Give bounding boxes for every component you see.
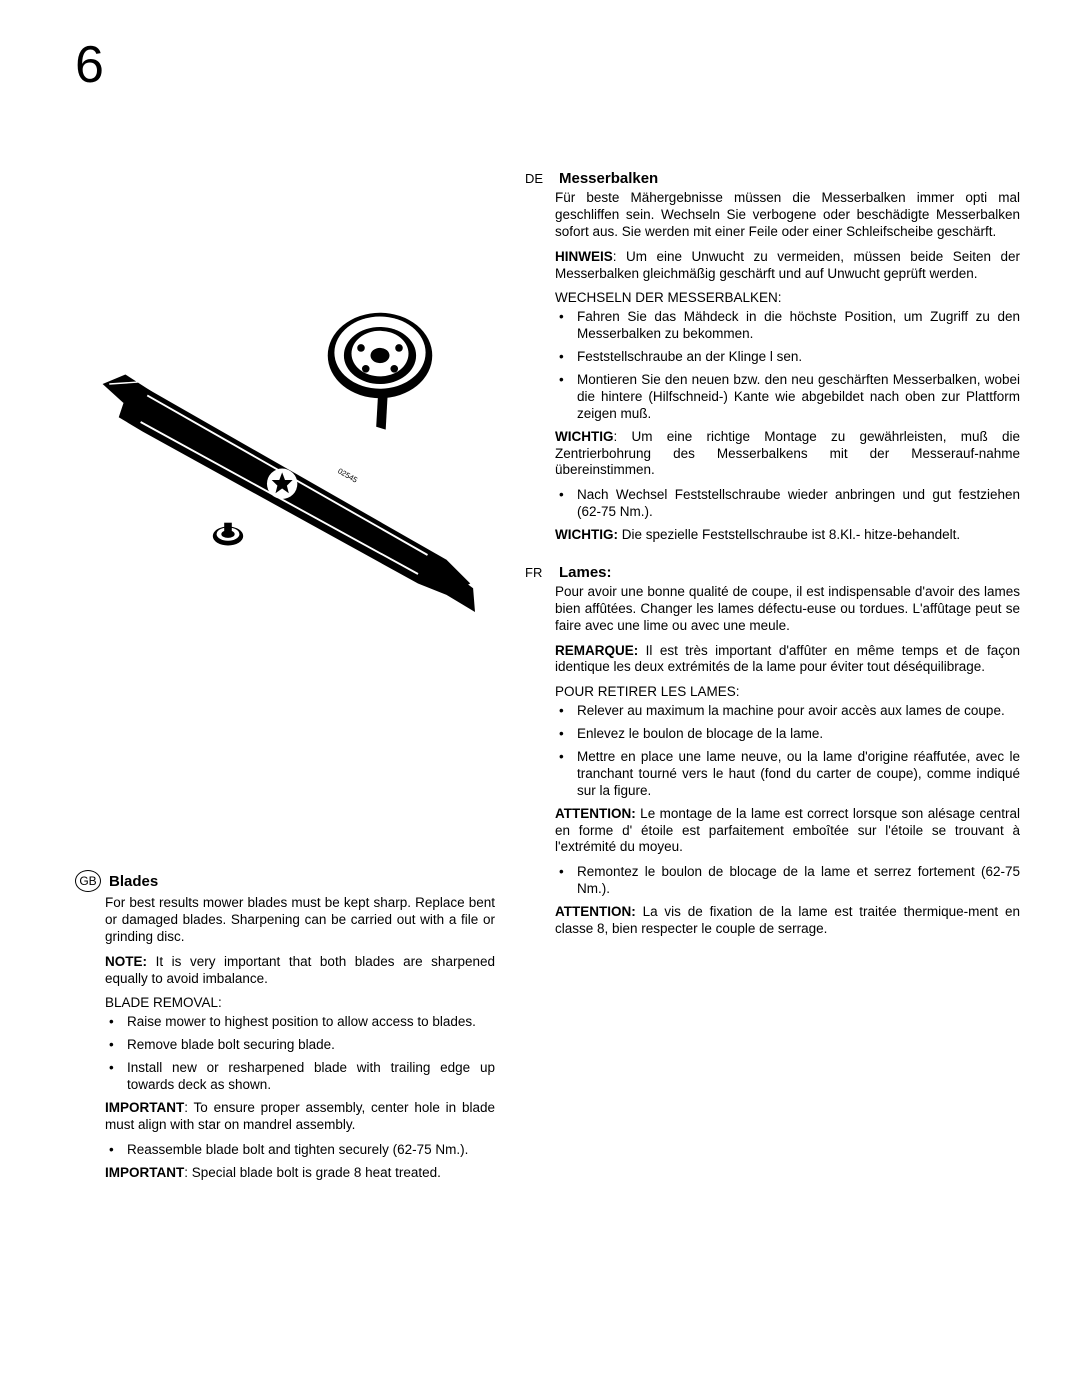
gb-section: GB Blades For best results mower blades … (75, 870, 495, 1181)
gb-title: Blades (109, 873, 158, 890)
left-column: 02545 GB Blades For best results mower b… (75, 170, 495, 1201)
de-w2-text: Die spezielle Feststellschraube ist 8.Kl… (618, 527, 960, 542)
de-w1-text: : Um eine richtige Montage zu gewährleis… (555, 429, 1020, 478)
blade-illustration: 02545 (75, 270, 495, 650)
gb-imp2-label: IMPORTANT (105, 1165, 184, 1180)
fr-remarque: REMARQUE: Il est très important d'affûte… (555, 643, 1020, 677)
gb-note: NOTE: It is very important that both bla… (105, 954, 495, 988)
list-item: Raise mower to highest position to allow… (105, 1014, 495, 1031)
list-item: Feststellschraube an der Klinge l sen. (555, 349, 1020, 366)
list-item: Relever au maximum la machine pour avoir… (555, 703, 1020, 720)
gb-imp2-text: : Special blade bolt is grade 8 heat tre… (184, 1165, 441, 1180)
de-wichtig2: WICHTIG: Die spezielle Feststellschraube… (555, 527, 1020, 544)
de-badge: DE (525, 171, 551, 186)
fr-att1-label: ATTENTION: (555, 806, 636, 821)
gb-note-text: It is very important that both blades ar… (105, 954, 495, 986)
gb-note-label: NOTE: (105, 954, 147, 969)
de-w1-label: WICHTIG (555, 429, 614, 444)
de-subhead: WECHSELN DER MESSERBALKEN: (555, 290, 1020, 305)
de-w2-label: WICHTIG: (555, 527, 618, 542)
de-bullet-after: Nach Wechsel Feststellschraube wieder an… (555, 487, 1020, 521)
fr-badge: FR (525, 565, 551, 580)
gb-header: GB Blades (75, 870, 495, 892)
gb-imp1-label: IMPORTANT (105, 1100, 184, 1115)
de-intro: Für beste Mähergebnisse müssen die Messe… (555, 190, 1020, 241)
gb-intro: For best results mower blades must be ke… (105, 895, 495, 946)
gb-important2: IMPORTANT: Special blade bolt is grade 8… (105, 1165, 495, 1182)
fr-title: Lames: (559, 564, 612, 581)
fr-attention2: ATTENTION: La vis de fixation de la lame… (555, 904, 1020, 938)
blade-svg: 02545 (95, 280, 475, 640)
fr-att2-label: ATTENTION: (555, 904, 636, 919)
list-item: Remontez le boulon de blocage de la lame… (555, 864, 1020, 898)
de-section: DE Messerbalken Für beste Mähergebnisse … (525, 170, 1020, 544)
de-bullets1: Fahren Sie das Mähdeck in die höchste Po… (555, 309, 1020, 422)
list-item: Mettre en place une lame neuve, ou la la… (555, 749, 1020, 800)
right-column: DE Messerbalken Für beste Mähergebnisse … (525, 170, 1020, 1201)
de-title: Messerbalken (559, 170, 658, 187)
fr-section: FR Lames: Pour avoir une bonne qualité d… (525, 564, 1020, 938)
fr-bullets1: Relever au maximum la machine pour avoir… (555, 703, 1020, 799)
fr-subhead: POUR RETIRER LES LAMES: (555, 684, 1020, 699)
list-item: Montieren Sie den neuen bzw. den neu ges… (555, 372, 1020, 423)
fr-attention1: ATTENTION: Le montage de la lame est cor… (555, 806, 1020, 857)
de-hinweis: HINWEIS: Um eine Unwucht zu vermeiden, m… (555, 249, 1020, 283)
gb-bullet-after: Reassemble blade bolt and tighten secure… (105, 1142, 495, 1159)
de-hinweis-text: : Um eine Unwucht zu vermeiden, müssen b… (555, 249, 1020, 281)
list-item: Enlevez le boulon de blocage de la lame. (555, 726, 1020, 743)
de-wichtig1: WICHTIG: Um eine richtige Montage zu gew… (555, 429, 1020, 480)
illustration-label: 02545 (336, 466, 359, 484)
fr-intro: Pour avoir une bonne qualité de coupe, i… (555, 584, 1020, 635)
list-item: Remove blade bolt securing blade. (105, 1037, 495, 1054)
fr-header: FR Lames: (525, 564, 1020, 581)
gb-badge: GB (75, 870, 101, 892)
de-header: DE Messerbalken (525, 170, 1020, 187)
gb-subhead: BLADE REMOVAL: (105, 995, 495, 1010)
page-content: 02545 GB Blades For best results mower b… (75, 170, 1020, 1201)
list-item: Nach Wechsel Feststellschraube wieder an… (555, 487, 1020, 521)
list-item: Fahren Sie das Mähdeck in die höchste Po… (555, 309, 1020, 343)
gb-important1: IMPORTANT: To ensure proper assembly, ce… (105, 1100, 495, 1134)
list-item: Install new or resharpened blade with tr… (105, 1060, 495, 1094)
de-hinweis-label: HINWEIS (555, 249, 613, 264)
fr-bullet-after: Remontez le boulon de blocage de la lame… (555, 864, 1020, 898)
gb-bullets: Raise mower to highest position to allow… (105, 1014, 495, 1094)
fr-rem-label: REMARQUE: (555, 643, 638, 658)
page-number: 6 (75, 35, 104, 95)
list-item: Reassemble blade bolt and tighten secure… (105, 1142, 495, 1159)
